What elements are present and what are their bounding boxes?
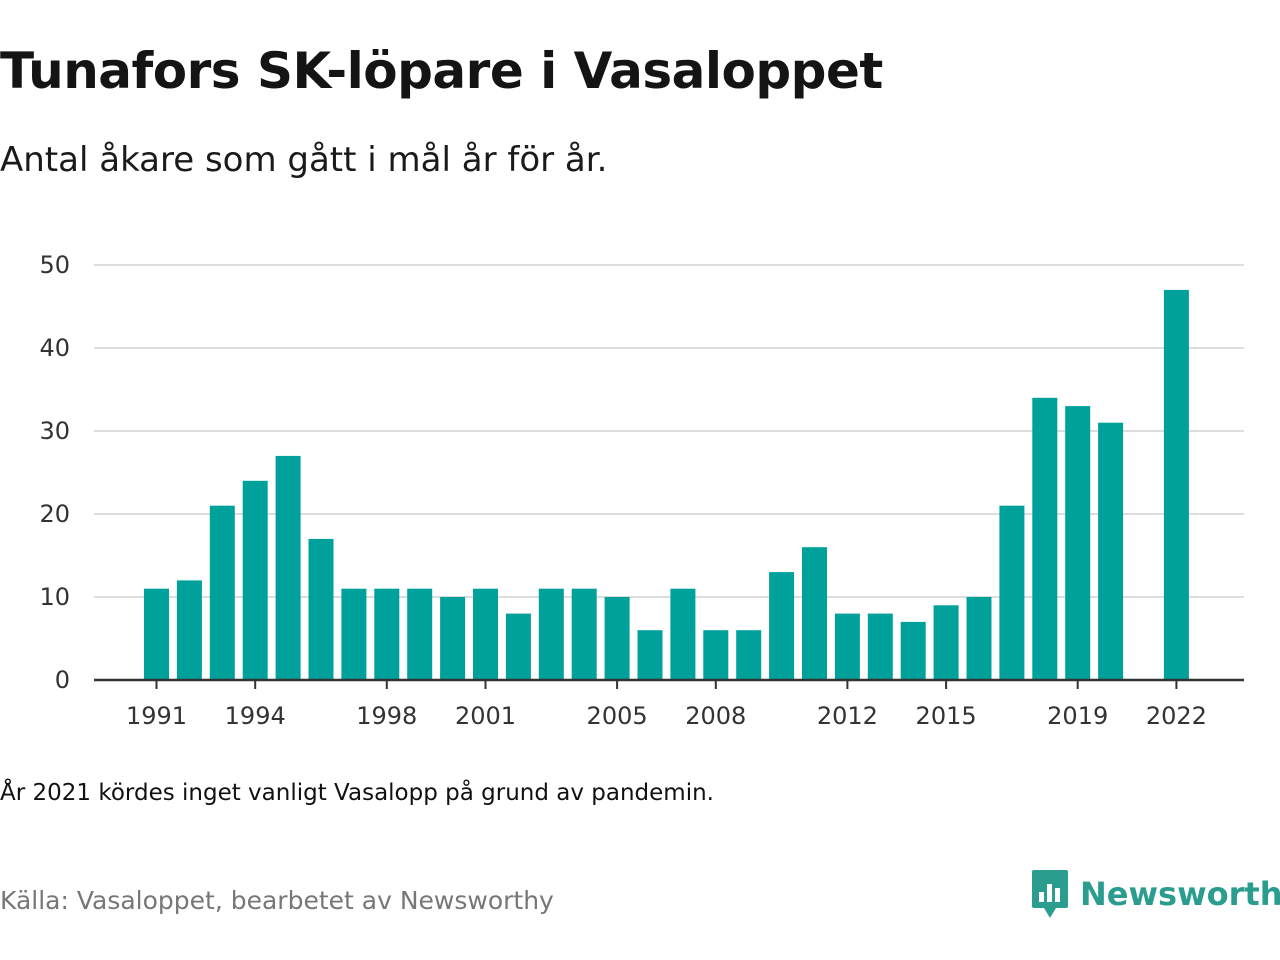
bar-2016	[966, 597, 992, 680]
bar-chart: 0 10 20 30 40 50 1991 1994 1998 2001 2005 2008 2012…	[39, 251, 1244, 730]
y-tick-label: 30	[39, 417, 70, 445]
y-tick-label: 50	[39, 251, 70, 279]
bar-2007	[670, 588, 696, 680]
x-tick-label: 2015	[916, 702, 977, 730]
bar-2008	[703, 630, 729, 680]
y-tick-label: 20	[39, 500, 70, 528]
chart-title: Tunafors SK-löpare i Vasaloppet	[0, 42, 883, 100]
bar-1995	[275, 455, 301, 680]
x-tick-label: 2001	[455, 702, 516, 730]
bar-2011	[802, 547, 827, 680]
bar-2018	[1032, 397, 1058, 680]
bar-2010	[769, 572, 795, 680]
bar-2017	[999, 505, 1025, 680]
bar-2014	[900, 621, 926, 680]
chart-subtitle: Antal åkare som gått i mål år för år.	[0, 140, 608, 180]
brand-logo: Newsworthy	[1030, 868, 1280, 920]
bar-2005	[604, 597, 630, 680]
brand-name: Newsworthy	[1080, 875, 1280, 913]
bar-1992	[176, 580, 202, 680]
bar-1993	[209, 505, 235, 680]
bar-2000	[440, 597, 466, 680]
bar-1991	[144, 588, 169, 680]
bar-1999	[407, 588, 433, 680]
bars	[144, 289, 1189, 680]
bar-2004	[571, 588, 597, 680]
x-tick-label: 1991	[126, 702, 187, 730]
x-tick-label: 2008	[685, 702, 746, 730]
bar-1996	[308, 538, 334, 680]
chart-source: Källa: Vasaloppet, bearbetet av Newswort…	[0, 886, 554, 915]
bar-2013	[867, 613, 893, 680]
bar-2019	[1065, 406, 1091, 680]
newsworthy-logo-icon	[1032, 870, 1068, 918]
bar-2001	[473, 588, 498, 680]
bar-2012	[834, 613, 860, 680]
bar-2006	[637, 630, 663, 680]
x-tick-label: 2019	[1047, 702, 1108, 730]
y-tick-label: 40	[39, 334, 70, 362]
bar-2022	[1163, 289, 1189, 680]
y-axis-ticks: 0 10 20 30 40 50	[39, 251, 70, 694]
x-tick-label: 1998	[356, 702, 417, 730]
chart-note: År 2021 kördes inget vanligt Vasalopp på…	[0, 780, 714, 806]
bar-2020	[1098, 422, 1124, 680]
x-axis-ticks: 1991 1994 1998 2001 2005 2008 2012 2015 2019 2022	[126, 680, 1207, 730]
bar-2002	[505, 613, 531, 680]
x-tick-label: 2005	[587, 702, 648, 730]
x-tick-label: 2022	[1146, 702, 1207, 730]
bar-1997	[341, 588, 367, 680]
bar-2009	[736, 630, 762, 680]
bar-2003	[538, 588, 564, 680]
x-tick-label: 2012	[817, 702, 878, 730]
y-tick-label: 0	[55, 666, 70, 694]
x-tick-label: 1994	[225, 702, 286, 730]
bar-1994	[242, 480, 268, 680]
bar-2015	[933, 605, 959, 680]
bar-1998	[374, 588, 400, 680]
y-tick-label: 10	[39, 583, 70, 611]
